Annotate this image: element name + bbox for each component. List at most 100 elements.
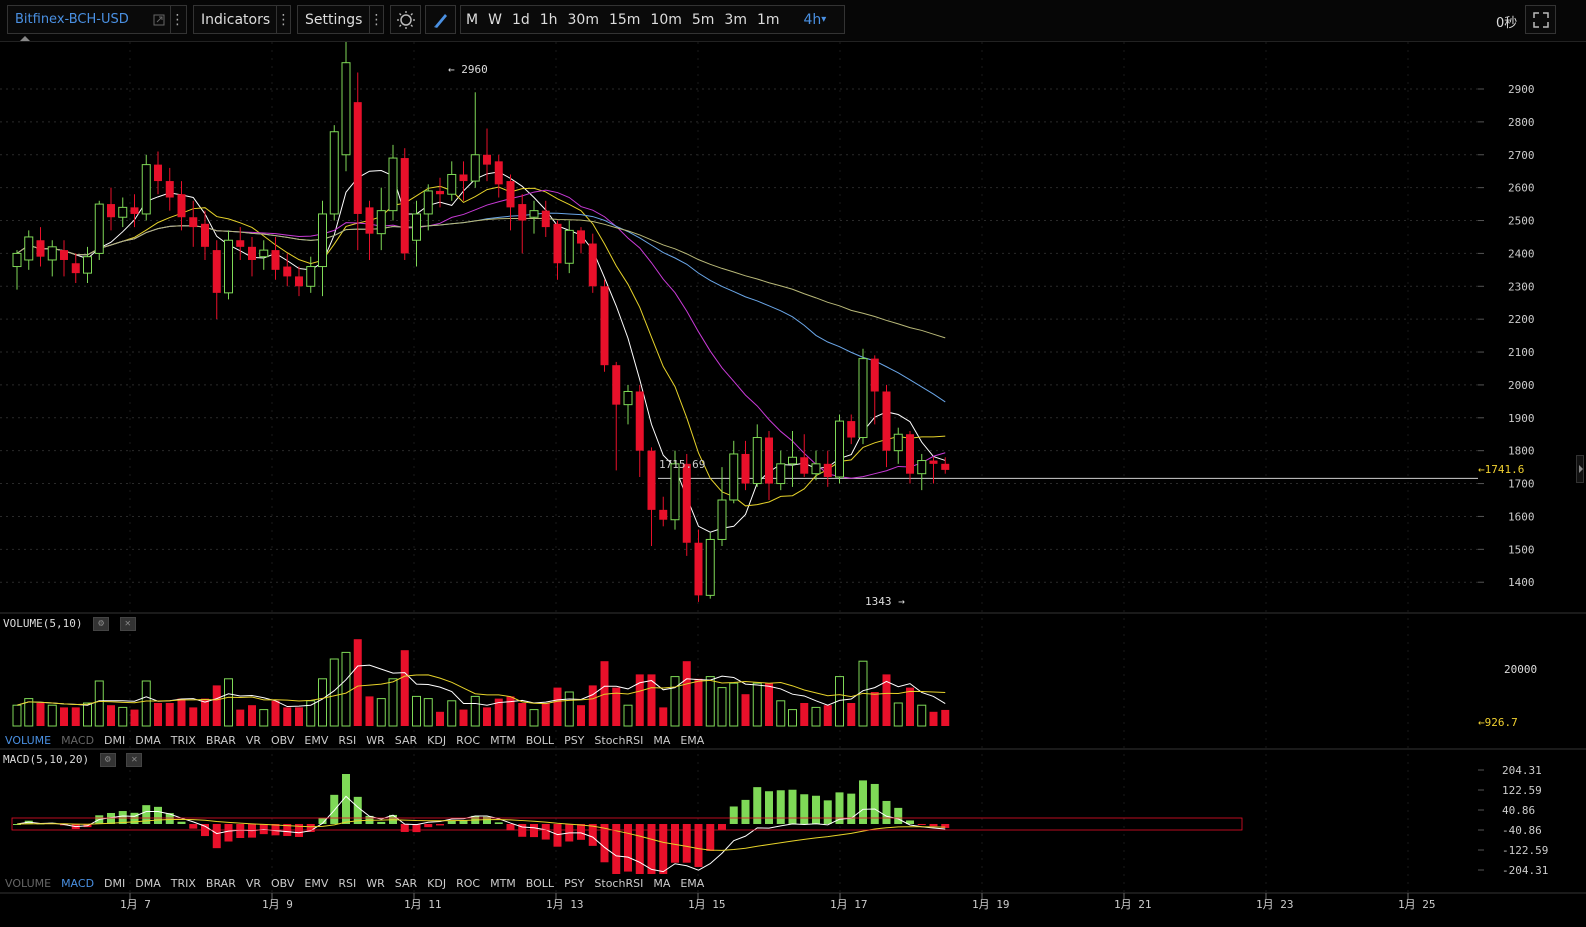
candle-body-down [353, 102, 362, 214]
indicator-tab-rsi[interactable]: RSI [338, 733, 357, 747]
indicator-tab-wr[interactable]: WR [366, 733, 385, 747]
macd-tick-label: 204.31 [1502, 764, 1542, 777]
timeframe-W[interactable]: W [488, 11, 502, 28]
symbol-menu-icon[interactable]: ⋮ [170, 6, 185, 33]
fullscreen-button[interactable] [1525, 5, 1556, 34]
macd-tick-label: -204.31 [1502, 864, 1548, 877]
indicators-box[interactable]: Indicators ⋮ [193, 5, 291, 34]
candle-body-up [329, 131, 339, 215]
price-tick-label: 2900 [1508, 83, 1535, 96]
chart-area[interactable]: 2900 2800 2700 2600 2500 2400 2300 2200 2100 2000… [0, 42, 1586, 927]
right-panel-toggle[interactable] [1576, 455, 1584, 483]
indicator-tab-psy[interactable]: PSY [564, 733, 585, 747]
volume-bar-up [447, 700, 457, 727]
indicator-tab-emv[interactable]: EMV [304, 733, 329, 747]
indicator-tab-mtm[interactable]: MTM [490, 733, 516, 747]
indicator-tab-boll[interactable]: BOLL [525, 733, 555, 747]
macd-bar-positive [800, 794, 809, 824]
indicator-tab-volume[interactable]: VOLUME [5, 733, 52, 747]
indicator-tab-stochrsi[interactable]: StochRSI [594, 733, 644, 747]
indicator-tab-sar[interactable]: SAR [394, 876, 418, 890]
indicator-tab-wr[interactable]: WR [366, 876, 385, 890]
volume-bar-up [670, 676, 680, 727]
volume-bar-up [835, 676, 844, 727]
external-link-icon[interactable] [148, 6, 170, 33]
indicator-tab-volume[interactable]: VOLUME [5, 876, 52, 890]
macd-bar-positive [177, 821, 186, 824]
timeframe-1h[interactable]: 1h [539, 11, 558, 28]
indicator-tab-ma[interactable]: MA [653, 733, 671, 747]
gear-icon[interactable]: ⚙ [93, 617, 110, 631]
indicator-tab-obv[interactable]: OBV [271, 876, 295, 890]
symbol-name[interactable]: Bitfinex-BCH-USD [15, 12, 129, 27]
indicator-tab-obv[interactable]: OBV [271, 733, 295, 747]
volume-bar-up [118, 706, 128, 727]
symbol-box[interactable]: Bitfinex-BCH-USD ⋮ [7, 5, 187, 34]
macd-bar-negative [612, 824, 621, 874]
volume-bar-down [612, 687, 621, 726]
ma20-line [16, 189, 946, 479]
indicator-tab-psy[interactable]: PSY [564, 876, 585, 890]
timeframe-1d[interactable]: 1d [511, 11, 530, 28]
indicator-tab-ma[interactable]: MA [653, 876, 671, 890]
indicators-menu-icon[interactable]: ⋮ [276, 6, 291, 33]
close-icon[interactable]: ✕ [126, 753, 143, 767]
settings-button[interactable]: Settings [305, 11, 363, 28]
indicator-tab-sar[interactable]: SAR [394, 733, 418, 747]
close-icon[interactable]: ✕ [119, 617, 136, 631]
volume-bar-up [717, 687, 727, 727]
timeframe-M[interactable]: M [466, 11, 479, 28]
indicator-tab-dmi[interactable]: DMI [104, 733, 126, 747]
indicator-tab-macd[interactable]: MACD [61, 733, 95, 747]
indicator-tab-kdj[interactable]: KDJ [427, 876, 447, 890]
indicator-tab-vr[interactable]: VR [245, 876, 262, 890]
timeframe-dropdown[interactable]: 4h ▾ [799, 6, 832, 33]
price-tick-label: 2300 [1508, 280, 1535, 293]
timeframe-10m[interactable]: 10m [650, 11, 682, 28]
volume-bar-up [341, 651, 351, 727]
indicator-tab-emv[interactable]: EMV [304, 876, 329, 890]
indicator-tab-rsi[interactable]: RSI [338, 876, 357, 890]
indicator-tab-ema[interactable]: EMA [680, 733, 705, 747]
macd-bar-negative [659, 824, 668, 874]
timeframe-1m[interactable]: 1m [756, 11, 780, 28]
timeframe-3m[interactable]: 3m [724, 11, 747, 28]
theme-toggle[interactable] [390, 5, 421, 34]
pencil-icon [433, 13, 447, 28]
indicator-tab-macd[interactable]: MACD [61, 876, 95, 890]
indicator-tab-dma[interactable]: DMA [135, 876, 161, 890]
indicator-tab-dma[interactable]: DMA [135, 733, 161, 747]
candle-body-up [423, 190, 433, 215]
volume-bar-down [459, 709, 468, 726]
indicator-tab-boll[interactable]: BOLL [525, 876, 555, 890]
candle-body-up [141, 164, 151, 215]
settings-menu-icon[interactable]: ⋮ [369, 6, 384, 33]
candle-body-up [670, 463, 680, 521]
indicator-tab-trix[interactable]: TRIX [170, 876, 196, 890]
indicator-tab-vr[interactable]: VR [245, 733, 262, 747]
indicator-tab-trix[interactable]: TRIX [170, 733, 196, 747]
candle-body-up [47, 246, 57, 261]
gear-icon[interactable]: ⚙ [99, 753, 116, 767]
indicator-tab-roc[interactable]: ROC [456, 876, 481, 890]
volume-bar-up [412, 695, 421, 727]
indicator-tab-dmi[interactable]: DMI [104, 876, 126, 890]
candle-body-down [541, 210, 550, 228]
indicator-tab-brar[interactable]: BRAR [205, 733, 236, 747]
indicator-tab-roc[interactable]: ROC [456, 733, 481, 747]
indicator-tab-stochrsi[interactable]: StochRSI [594, 876, 644, 890]
candle-body-down [941, 463, 950, 470]
indicator-tab-kdj[interactable]: KDJ [427, 733, 447, 747]
timeframe-5m[interactable]: 5m [691, 11, 715, 28]
timeframe-15m[interactable]: 15m [608, 11, 641, 28]
settings-box[interactable]: Settings ⋮ [297, 5, 384, 34]
indicators-button[interactable]: Indicators [201, 11, 271, 28]
timeframe-30m[interactable]: 30m [567, 11, 599, 28]
candle-body-up [893, 433, 903, 452]
indicator-tab-brar[interactable]: BRAR [205, 876, 236, 890]
collapse-caret-icon[interactable] [20, 36, 30, 41]
indicator-tab-ema[interactable]: EMA [680, 876, 705, 890]
draw-tool[interactable] [425, 5, 456, 34]
indicator-tab-mtm[interactable]: MTM [490, 876, 516, 890]
macd-bar-positive [788, 789, 797, 824]
